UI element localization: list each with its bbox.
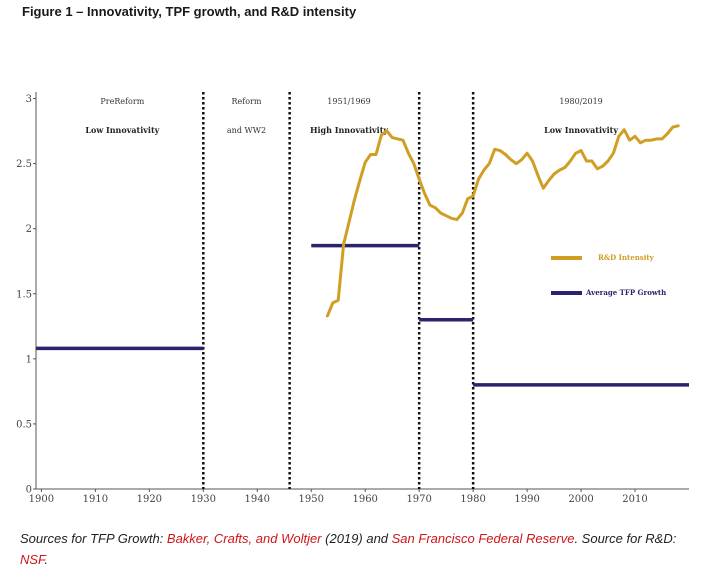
period-label-bottom: Low Innovativity xyxy=(544,125,618,135)
x-tick-label: 1990 xyxy=(514,494,539,505)
ticks: 1900 1910 1920 1930 1940 1950 1960 1970 1980 1990… xyxy=(16,94,648,505)
y-tick-label: 0 xyxy=(26,485,32,496)
sources-text-4: . xyxy=(44,552,48,567)
figure-title: Figure 1 – Innovativity, TPF growth, and… xyxy=(22,4,357,19)
y-tick-label: 1.5 xyxy=(16,289,32,300)
y-tick-label: 0.5 xyxy=(16,419,32,430)
x-tick-label: 1900 xyxy=(29,494,54,505)
x-tick-label: 1980 xyxy=(460,494,485,505)
sources-text-3: . Source for R&D: xyxy=(574,531,677,546)
period-label-top: 1951/1969 xyxy=(327,97,370,106)
x-tick-label: 1960 xyxy=(352,494,377,505)
legend-label-rd: R&D Intensity xyxy=(598,253,655,262)
x-tick-label: 1920 xyxy=(137,494,162,505)
legend-label-tfp: Average TFP Growth xyxy=(585,288,666,297)
x-tick-label: 2010 xyxy=(622,494,647,505)
rd-line xyxy=(325,124,680,318)
x-tick-label: 1950 xyxy=(299,494,324,505)
period-label-top: Reform xyxy=(231,97,261,106)
period-label-top: 1980/2019 xyxy=(559,97,602,106)
link-bakker-crafts-woltjer[interactable]: Bakker, Crafts, and Woltjer xyxy=(166,531,322,546)
x-tick-label: 1970 xyxy=(406,494,431,505)
sources-text-2: (2019) and xyxy=(321,531,392,546)
period-label-bottom: and WW2 xyxy=(227,126,266,135)
link-sf-federal-reserve[interactable]: San Francisco Federal Reserve xyxy=(391,531,575,546)
period-dividers xyxy=(202,92,475,489)
tfp-series xyxy=(36,243,689,387)
sources-text-1: Sources for TFP Growth: xyxy=(20,531,167,546)
legend: R&D Intensity Average TFP Growth xyxy=(551,253,666,297)
period-label-bottom: Low Innovativity xyxy=(85,125,159,135)
sources-note: Sources for TFP Growth: Bakker, Crafts, … xyxy=(20,528,690,570)
period-label-bottom: High Innovativity xyxy=(310,125,388,135)
x-tick-label: 1940 xyxy=(245,494,270,505)
x-tick-label: 1910 xyxy=(83,494,108,505)
y-tick-label: 2.5 xyxy=(16,159,32,170)
period-labels: PreReform Low Innovativity Reform and WW2 19… xyxy=(85,97,618,135)
y-tick-label: 2 xyxy=(26,224,32,235)
link-nsf[interactable]: NSF xyxy=(20,552,45,567)
x-tick-label: 1930 xyxy=(191,494,216,505)
axes xyxy=(35,92,689,490)
period-label-top: PreReform xyxy=(100,97,144,106)
rd-series xyxy=(325,124,680,318)
y-tick-label: 3 xyxy=(26,94,32,105)
x-tick-label: 2000 xyxy=(568,494,593,505)
y-tick-label: 1 xyxy=(26,354,32,365)
